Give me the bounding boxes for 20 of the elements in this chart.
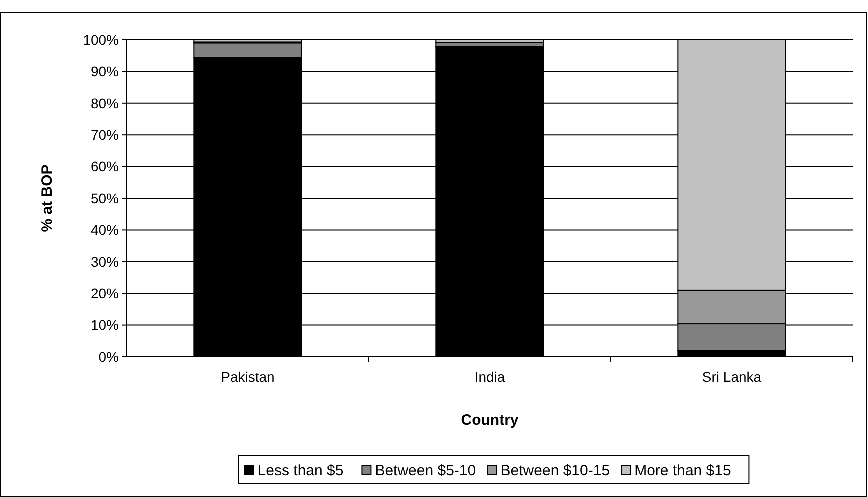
y-tick-label: 80% <box>90 95 119 112</box>
legend-label: More than $15 <box>634 462 732 480</box>
y-tick-label: 50% <box>90 190 119 206</box>
y-tick-label: 60% <box>90 158 119 175</box>
x-axis-title: Country <box>461 412 520 429</box>
y-tick-label: 90% <box>90 64 119 80</box>
x-tick-label: Pakistan <box>221 369 275 385</box>
legend-label: Between $5-10 <box>375 462 476 480</box>
legend-label: Less than $5 <box>258 462 344 480</box>
y-tick-label: 100% <box>83 32 119 48</box>
y-tick-label: 40% <box>90 222 119 238</box>
y-axis-title: % at BOP <box>39 164 56 232</box>
y-tick-label: 30% <box>90 254 119 270</box>
y-tick-label: 10% <box>90 317 119 334</box>
legend-label: Between $10-15 <box>500 462 610 480</box>
y-tick-label: 20% <box>90 286 119 302</box>
x-tick-label: India <box>474 369 506 385</box>
y-tick-label: 0% <box>98 348 119 365</box>
x-tick-label: Sri Lanka <box>702 369 762 385</box>
y-tick-label: 70% <box>90 127 119 143</box>
